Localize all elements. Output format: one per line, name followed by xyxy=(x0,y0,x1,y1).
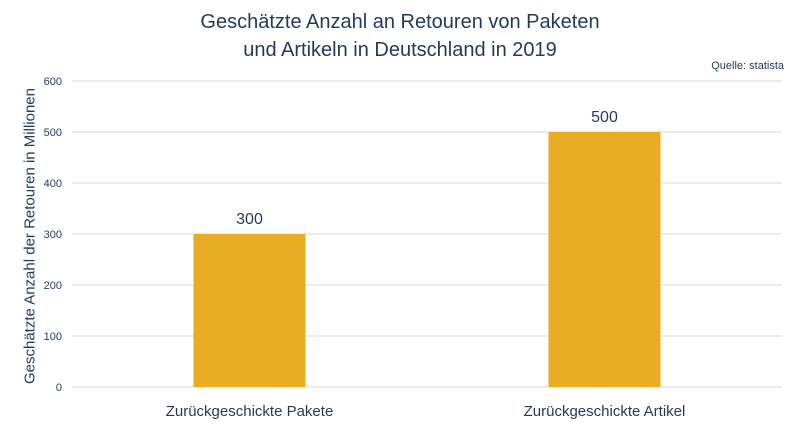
source-note: Quelle: statista xyxy=(711,60,784,72)
y-tick-label-0: 0 xyxy=(56,382,62,394)
y-tick-label-600: 600 xyxy=(44,76,62,88)
bar-1 xyxy=(193,234,306,387)
chart-title-line-2: und Artikeln in Deutschland in 2019 xyxy=(243,39,557,61)
chart-title: Geschätzte Anzahl an Retouren von Pakete… xyxy=(0,8,800,64)
bar-2 xyxy=(548,132,661,387)
x-tick-label-1: Zurückgeschickte Pakete xyxy=(166,403,334,420)
y-tick-label-500: 500 xyxy=(44,127,62,139)
data-label-2: 500 xyxy=(591,109,618,126)
y-tick-label-300: 300 xyxy=(44,229,62,241)
x-tick-label-2: Zurückgeschickte Artikel xyxy=(524,403,686,420)
y-tick-label-400: 400 xyxy=(44,178,62,190)
data-label-1: 300 xyxy=(236,211,263,228)
chart-title-line-1: Geschätzte Anzahl an Retouren von Pakete… xyxy=(200,11,600,33)
y-tick-label-100: 100 xyxy=(44,331,62,343)
y-tick-label-200: 200 xyxy=(44,280,62,292)
